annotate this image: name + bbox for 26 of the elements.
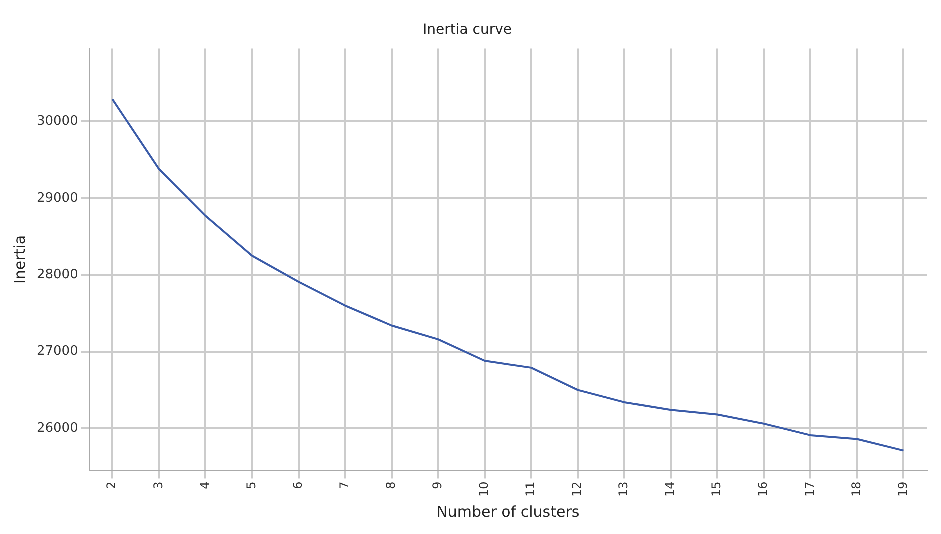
y-tick-label: 29000 [36,190,78,206]
x-tick-label: 16 [756,482,770,498]
x-tick-label: 15 [710,482,724,498]
x-tick-label: 19 [896,482,910,498]
y-tick-label: 27000 [36,344,78,360]
chart-title: Inertia curve [422,22,512,38]
x-tick-label: 6 [290,482,305,490]
x-tick-label: 8 [384,482,398,490]
y-tick-label: 28000 [36,267,78,282]
y-tick-label: 30000 [36,114,78,130]
x-axis-title: Number of clusters [436,502,580,521]
x-tick-label: 4 [198,482,212,490]
y-axis-title: Inertia [10,235,29,284]
x-tick-label: 14 [663,482,678,498]
x-tick-label: 13 [616,482,631,498]
x-tick-label: 10 [477,482,492,498]
y-tick-label: 26000 [36,420,78,436]
x-tick-label: 9 [430,482,444,490]
x-tick-label: 7 [337,482,352,490]
x-tick-label: 12 [570,482,584,498]
x-tick-label: 11 [524,482,538,498]
x-tick-label: 5 [244,482,258,490]
x-tick-label: 2 [104,482,119,490]
x-tick-label: 3 [151,482,166,490]
x-tick-label: 17 [802,482,817,498]
x-tick-label: 18 [849,482,864,498]
